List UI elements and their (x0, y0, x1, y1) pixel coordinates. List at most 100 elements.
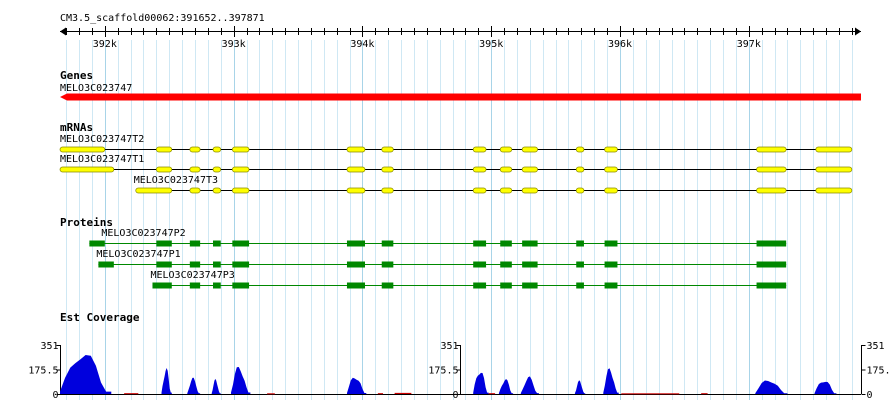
protein-cds-block[interactable] (98, 261, 114, 268)
coverage-peak[interactable] (346, 377, 367, 394)
coverage-peak[interactable] (473, 372, 489, 394)
coverage-peak[interactable] (755, 380, 788, 395)
mrna-exon-block[interactable] (756, 146, 787, 153)
mrna-exon-block[interactable] (499, 187, 513, 194)
protein-cds-block[interactable] (189, 261, 201, 268)
protein-cds-block[interactable] (522, 282, 538, 289)
protein-cds-block[interactable] (522, 261, 538, 268)
proteins-track[interactable]: MELO3C023747P2 MELO3C023747P1 MELO3C023747… (89, 228, 787, 289)
protein-cds-block[interactable] (473, 240, 487, 247)
protein-cds-block[interactable] (576, 261, 584, 268)
mrna-exon-block[interactable] (472, 166, 487, 173)
protein-cds-block[interactable] (232, 261, 250, 268)
protein-cds-block[interactable] (89, 240, 105, 247)
protein-cds-block[interactable] (756, 240, 787, 247)
protein-cds-block[interactable] (232, 282, 250, 289)
mrnas-track[interactable]: MELO3C023747T2 MELO3C023747T1 MELO3C023747… (59, 134, 853, 194)
mrna-exon-block[interactable] (189, 146, 201, 153)
protein-cds-block[interactable] (500, 261, 512, 268)
coverage-peak[interactable] (211, 378, 221, 394)
mrna-exon-block[interactable] (135, 187, 173, 194)
mrna-exon-block[interactable] (346, 166, 366, 173)
mrna-exon-block[interactable] (499, 146, 513, 153)
protein-cds-block[interactable] (213, 261, 221, 268)
protein-cds-block[interactable] (213, 282, 221, 289)
protein-cds-block[interactable] (604, 240, 618, 247)
mrna-exon-block[interactable] (756, 187, 787, 194)
mrna-exon-block[interactable] (499, 166, 513, 173)
mrna-exon-block[interactable] (59, 166, 115, 173)
coverage-peak[interactable] (231, 367, 251, 394)
mrna-exon-block[interactable] (231, 166, 250, 173)
mrna-exon-block[interactable] (212, 187, 222, 194)
protein-cds-block[interactable] (500, 282, 512, 289)
genes-track[interactable]: MELO3C023747 (60, 83, 861, 101)
protein-cds-block[interactable] (604, 261, 618, 268)
coverage-peak[interactable] (603, 368, 619, 394)
protein-cds-block[interactable] (346, 261, 365, 268)
gene-feature-bar[interactable] (60, 93, 861, 101)
protein-cds-block[interactable] (189, 282, 201, 289)
mrna-exon-block[interactable] (604, 166, 618, 173)
mrna-exon-block[interactable] (212, 166, 222, 173)
mrna-exon-block[interactable] (155, 166, 173, 173)
mrna-exon-block[interactable] (815, 166, 853, 173)
protein-cds-block[interactable] (381, 240, 394, 247)
mrna-exon-block[interactable] (189, 166, 201, 173)
protein-cds-block[interactable] (473, 261, 487, 268)
protein-cds-block[interactable] (576, 240, 584, 247)
mrna-exon-block[interactable] (756, 166, 787, 173)
protein-cds-block[interactable] (346, 282, 365, 289)
protein-cds-block[interactable] (232, 240, 250, 247)
protein-cds-block[interactable] (152, 282, 172, 289)
mrna-exon-block[interactable] (231, 187, 250, 194)
coverage-peak[interactable] (187, 377, 201, 394)
protein-cds-block[interactable] (346, 240, 365, 247)
mrna-exon-block[interactable] (231, 146, 250, 153)
coverage-low-segment (621, 393, 680, 395)
coverage-peak[interactable] (498, 379, 514, 394)
coverage-peak[interactable] (161, 368, 172, 394)
protein-cds-block[interactable] (604, 282, 618, 289)
mrna-exon-block[interactable] (604, 146, 618, 153)
mrna-exon-block[interactable] (346, 187, 366, 194)
mrna-exon-block[interactable] (381, 166, 394, 173)
protein-cds-block[interactable] (189, 240, 201, 247)
mrna-exon-block[interactable] (521, 187, 538, 194)
mrna-exon-block[interactable] (575, 146, 585, 153)
protein-cds-block[interactable] (576, 282, 584, 289)
protein-cds-block[interactable] (522, 240, 538, 247)
mrna-exon-block[interactable] (575, 166, 585, 173)
mrna-exon-block[interactable] (472, 187, 487, 194)
mrna-exon-block[interactable] (815, 187, 853, 194)
mrna-exon-block[interactable] (815, 146, 853, 153)
coverage-peak[interactable] (60, 355, 112, 394)
protein-cds-block[interactable] (756, 282, 787, 289)
mrna-exon-block[interactable] (212, 146, 222, 153)
protein-cds-block[interactable] (156, 261, 172, 268)
protein-cds-block[interactable] (381, 261, 394, 268)
mrna-exon-block[interactable] (381, 187, 394, 194)
protein-cds-block[interactable] (473, 282, 487, 289)
mrna-exon-block[interactable] (155, 146, 173, 153)
coverage-peak[interactable] (520, 376, 539, 394)
mrna-exon-block[interactable] (604, 187, 618, 194)
mrna-exon-block[interactable] (346, 146, 366, 153)
mrna-exon-block[interactable] (575, 187, 585, 194)
protein-cds-block[interactable] (500, 240, 512, 247)
coverage-axis-label: 0 (52, 390, 58, 400)
mrna-exon-block[interactable] (521, 146, 538, 153)
mrna-exon-block[interactable] (472, 146, 487, 153)
coverage-peak[interactable] (814, 381, 837, 394)
protein-cds-block[interactable] (756, 261, 787, 268)
mrna-exon-block[interactable] (59, 146, 106, 153)
protein-cds-block[interactable] (156, 240, 172, 247)
mrna-exon-block[interactable] (189, 187, 201, 194)
mrna-exon-block[interactable] (521, 166, 538, 173)
coverage-peak[interactable] (574, 380, 586, 394)
protein-cds-block[interactable] (381, 282, 394, 289)
protein-cds-block[interactable] (213, 240, 221, 247)
mrna-exon-block[interactable] (381, 146, 394, 153)
